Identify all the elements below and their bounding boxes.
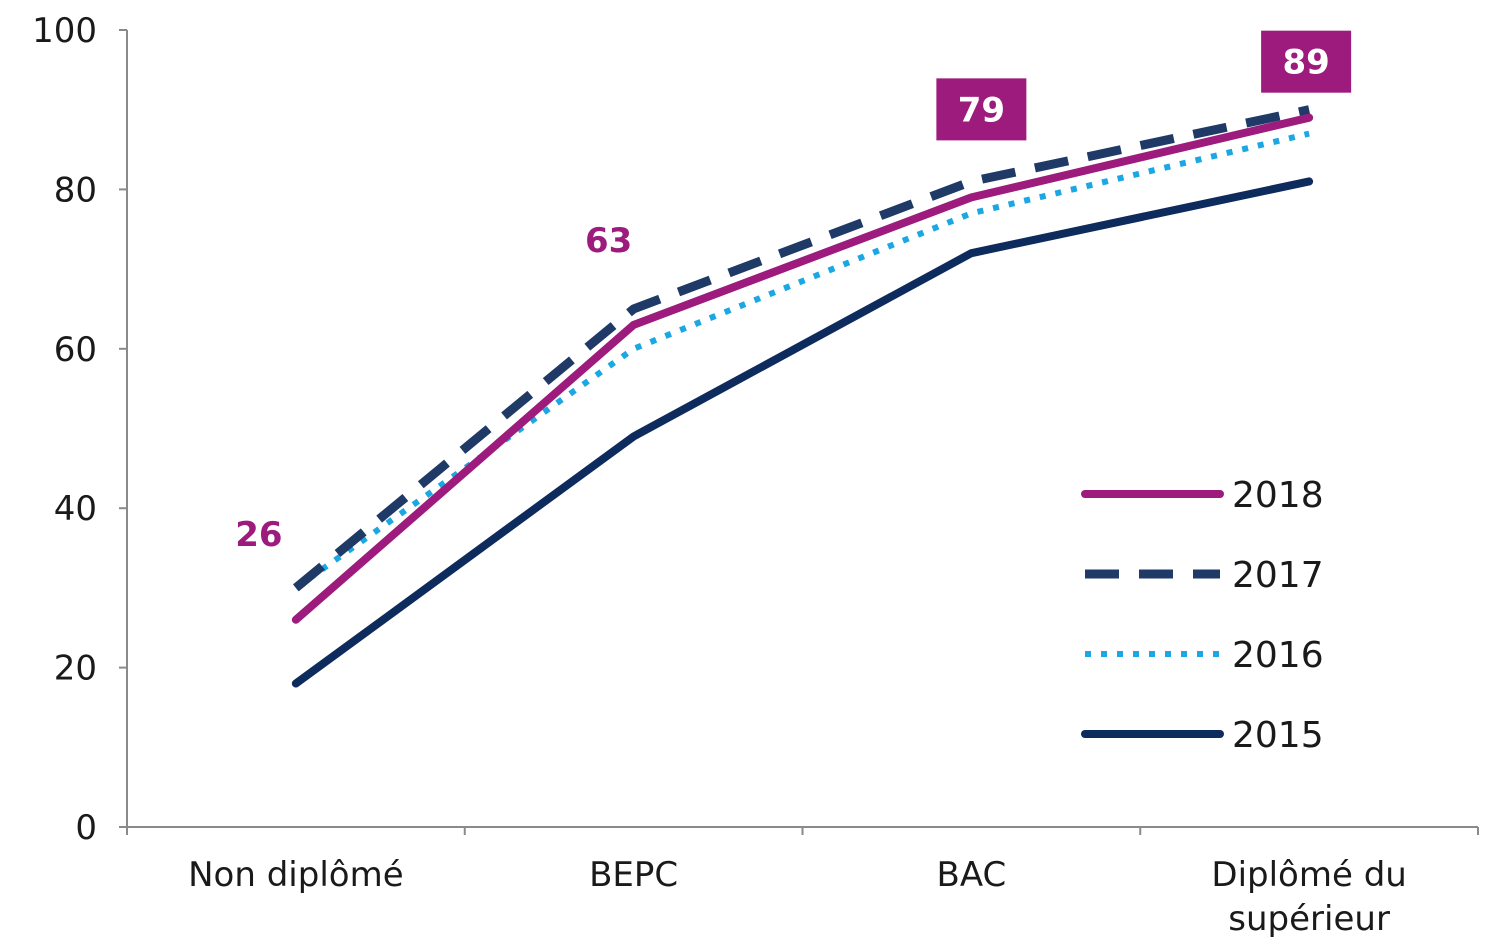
series-line-2017 xyxy=(293,105,1311,592)
series-line-2015 xyxy=(291,177,1314,688)
data-label-box xyxy=(936,78,1027,141)
data-label: 79 xyxy=(958,90,1005,130)
series-line-2016 xyxy=(294,130,1310,591)
series-line-2018 xyxy=(291,113,1314,624)
data-label-box xyxy=(1261,30,1352,93)
y-tick-label: 20 xyxy=(54,649,97,689)
data-label: 26 xyxy=(235,515,282,555)
legend-label-2015: 2015 xyxy=(1232,715,1324,756)
y-tick-label: 100 xyxy=(32,11,97,51)
data-label: 63 xyxy=(585,221,632,261)
x-tick-label: Diplômé du xyxy=(1211,855,1406,895)
y-tick-label: 0 xyxy=(75,808,97,848)
x-tick-label: supérieur xyxy=(1228,899,1390,939)
x-tick-label: Non diplômé xyxy=(188,855,404,895)
x-tick-label: BAC xyxy=(937,855,1007,895)
y-tick-label: 40 xyxy=(54,489,97,529)
legend-label-2016: 2016 xyxy=(1232,635,1324,676)
y-tick-label: 80 xyxy=(54,170,97,210)
legend-label-2018: 2018 xyxy=(1232,475,1324,516)
x-tick-label: BEPC xyxy=(589,855,678,895)
data-label: 89 xyxy=(1282,43,1329,83)
legend-label-2017: 2017 xyxy=(1232,555,1324,596)
y-tick-label: 60 xyxy=(54,330,97,370)
